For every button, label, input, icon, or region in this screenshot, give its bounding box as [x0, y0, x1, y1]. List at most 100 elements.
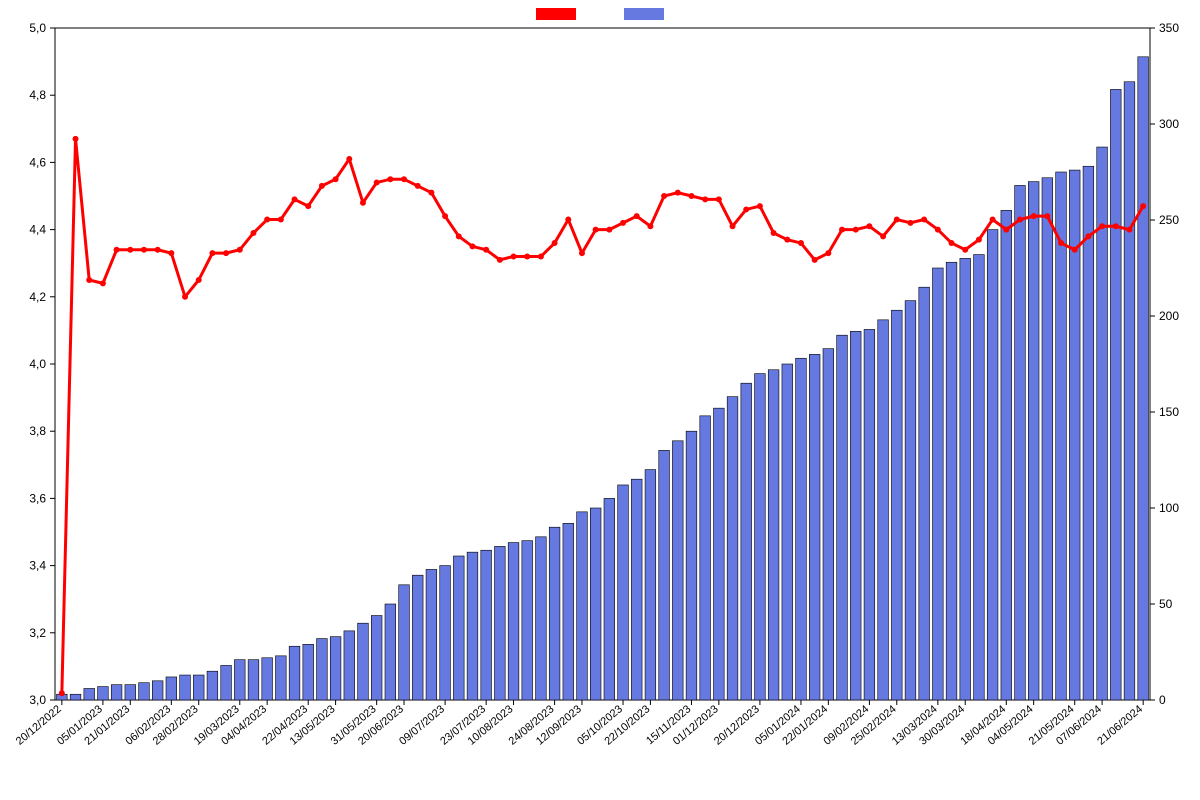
line-marker [730, 223, 736, 229]
line-marker [921, 217, 927, 223]
combo-chart: 3,03,23,43,63,84,04,24,44,64,85,00501001… [0, 0, 1200, 800]
bar [98, 687, 109, 700]
y-left-tick-label: 3,0 [29, 693, 46, 707]
line-marker [935, 227, 941, 233]
line-marker [483, 247, 489, 253]
y-right-tick-label: 100 [1159, 501, 1179, 515]
line-marker [606, 227, 612, 233]
line-marker [812, 257, 818, 263]
bar [536, 537, 547, 700]
line-marker [675, 190, 681, 196]
bar [276, 656, 287, 700]
bar [741, 383, 752, 700]
y-left-tick-label: 3,4 [29, 559, 46, 573]
line-marker [743, 206, 749, 212]
line-marker [907, 220, 913, 226]
line-marker [497, 257, 503, 263]
bar [1083, 166, 1094, 700]
line-marker [114, 247, 120, 253]
line-marker [59, 690, 65, 696]
bar [440, 566, 451, 700]
bar [262, 658, 273, 700]
line-marker [1017, 217, 1023, 223]
chart-svg: 3,03,23,43,63,84,04,24,44,64,85,00501001… [0, 0, 1200, 800]
y-right-tick-label: 150 [1159, 405, 1179, 419]
line-marker [949, 240, 955, 246]
bar [618, 485, 629, 700]
line-marker [634, 213, 640, 219]
bar [933, 268, 944, 700]
y-left-tick-label: 5,0 [29, 21, 46, 35]
legend-swatch [536, 8, 576, 20]
bar [1124, 82, 1135, 700]
line-marker [401, 176, 407, 182]
line-marker [319, 183, 325, 189]
line-marker [716, 196, 722, 202]
bar [563, 523, 574, 700]
bar [317, 639, 328, 700]
y-right-tick-label: 0 [1159, 693, 1166, 707]
line-marker [661, 193, 667, 199]
line-marker [757, 203, 763, 209]
bar [768, 370, 779, 700]
bar [755, 374, 766, 700]
line-marker [825, 250, 831, 256]
bar [1028, 182, 1039, 700]
line-marker [552, 240, 558, 246]
line-marker [894, 217, 900, 223]
y-left-tick-label: 3,8 [29, 424, 46, 438]
bar [207, 671, 218, 700]
y-left-tick-label: 4,0 [29, 357, 46, 371]
line-marker [141, 247, 147, 253]
bar [1056, 172, 1067, 700]
y-left-tick-label: 4,6 [29, 155, 46, 169]
line-marker [1140, 203, 1146, 209]
line-marker [305, 203, 311, 209]
bar [344, 631, 355, 700]
line-marker [223, 250, 229, 256]
line-marker [237, 247, 243, 253]
bar [590, 508, 601, 700]
line-marker [990, 217, 996, 223]
y-right-tick-label: 250 [1159, 213, 1179, 227]
bar [481, 550, 492, 700]
line-marker [702, 196, 708, 202]
line-marker [264, 217, 270, 223]
bar [1001, 210, 1012, 700]
bar [1110, 89, 1121, 700]
line-marker [1031, 213, 1037, 219]
line-marker [86, 277, 92, 283]
bar [152, 681, 163, 700]
line-marker [565, 217, 571, 223]
line-marker [853, 227, 859, 233]
bar [960, 258, 971, 700]
bar [823, 349, 834, 700]
line-marker [196, 277, 202, 283]
line-marker [250, 230, 256, 236]
bar [371, 616, 382, 700]
line-marker [579, 250, 585, 256]
bar [166, 677, 177, 700]
bar [837, 335, 848, 700]
bar [453, 556, 464, 700]
line-marker [839, 227, 845, 233]
line-marker [292, 196, 298, 202]
bar [782, 364, 793, 700]
bar [330, 637, 341, 700]
x-tick-label: 21/06/2024 [1095, 703, 1145, 748]
bar [1138, 57, 1149, 700]
line-marker [73, 136, 79, 142]
line-marker [866, 223, 872, 229]
y-left-tick-label: 4,2 [29, 290, 46, 304]
bar [864, 329, 875, 700]
bar [604, 498, 615, 700]
line-marker [798, 240, 804, 246]
bar [248, 660, 259, 700]
bar [974, 255, 985, 700]
bar [796, 358, 807, 700]
bar [1015, 185, 1026, 700]
bar [412, 575, 423, 700]
bar [426, 569, 437, 700]
line-marker [593, 227, 599, 233]
line-marker [127, 247, 133, 253]
